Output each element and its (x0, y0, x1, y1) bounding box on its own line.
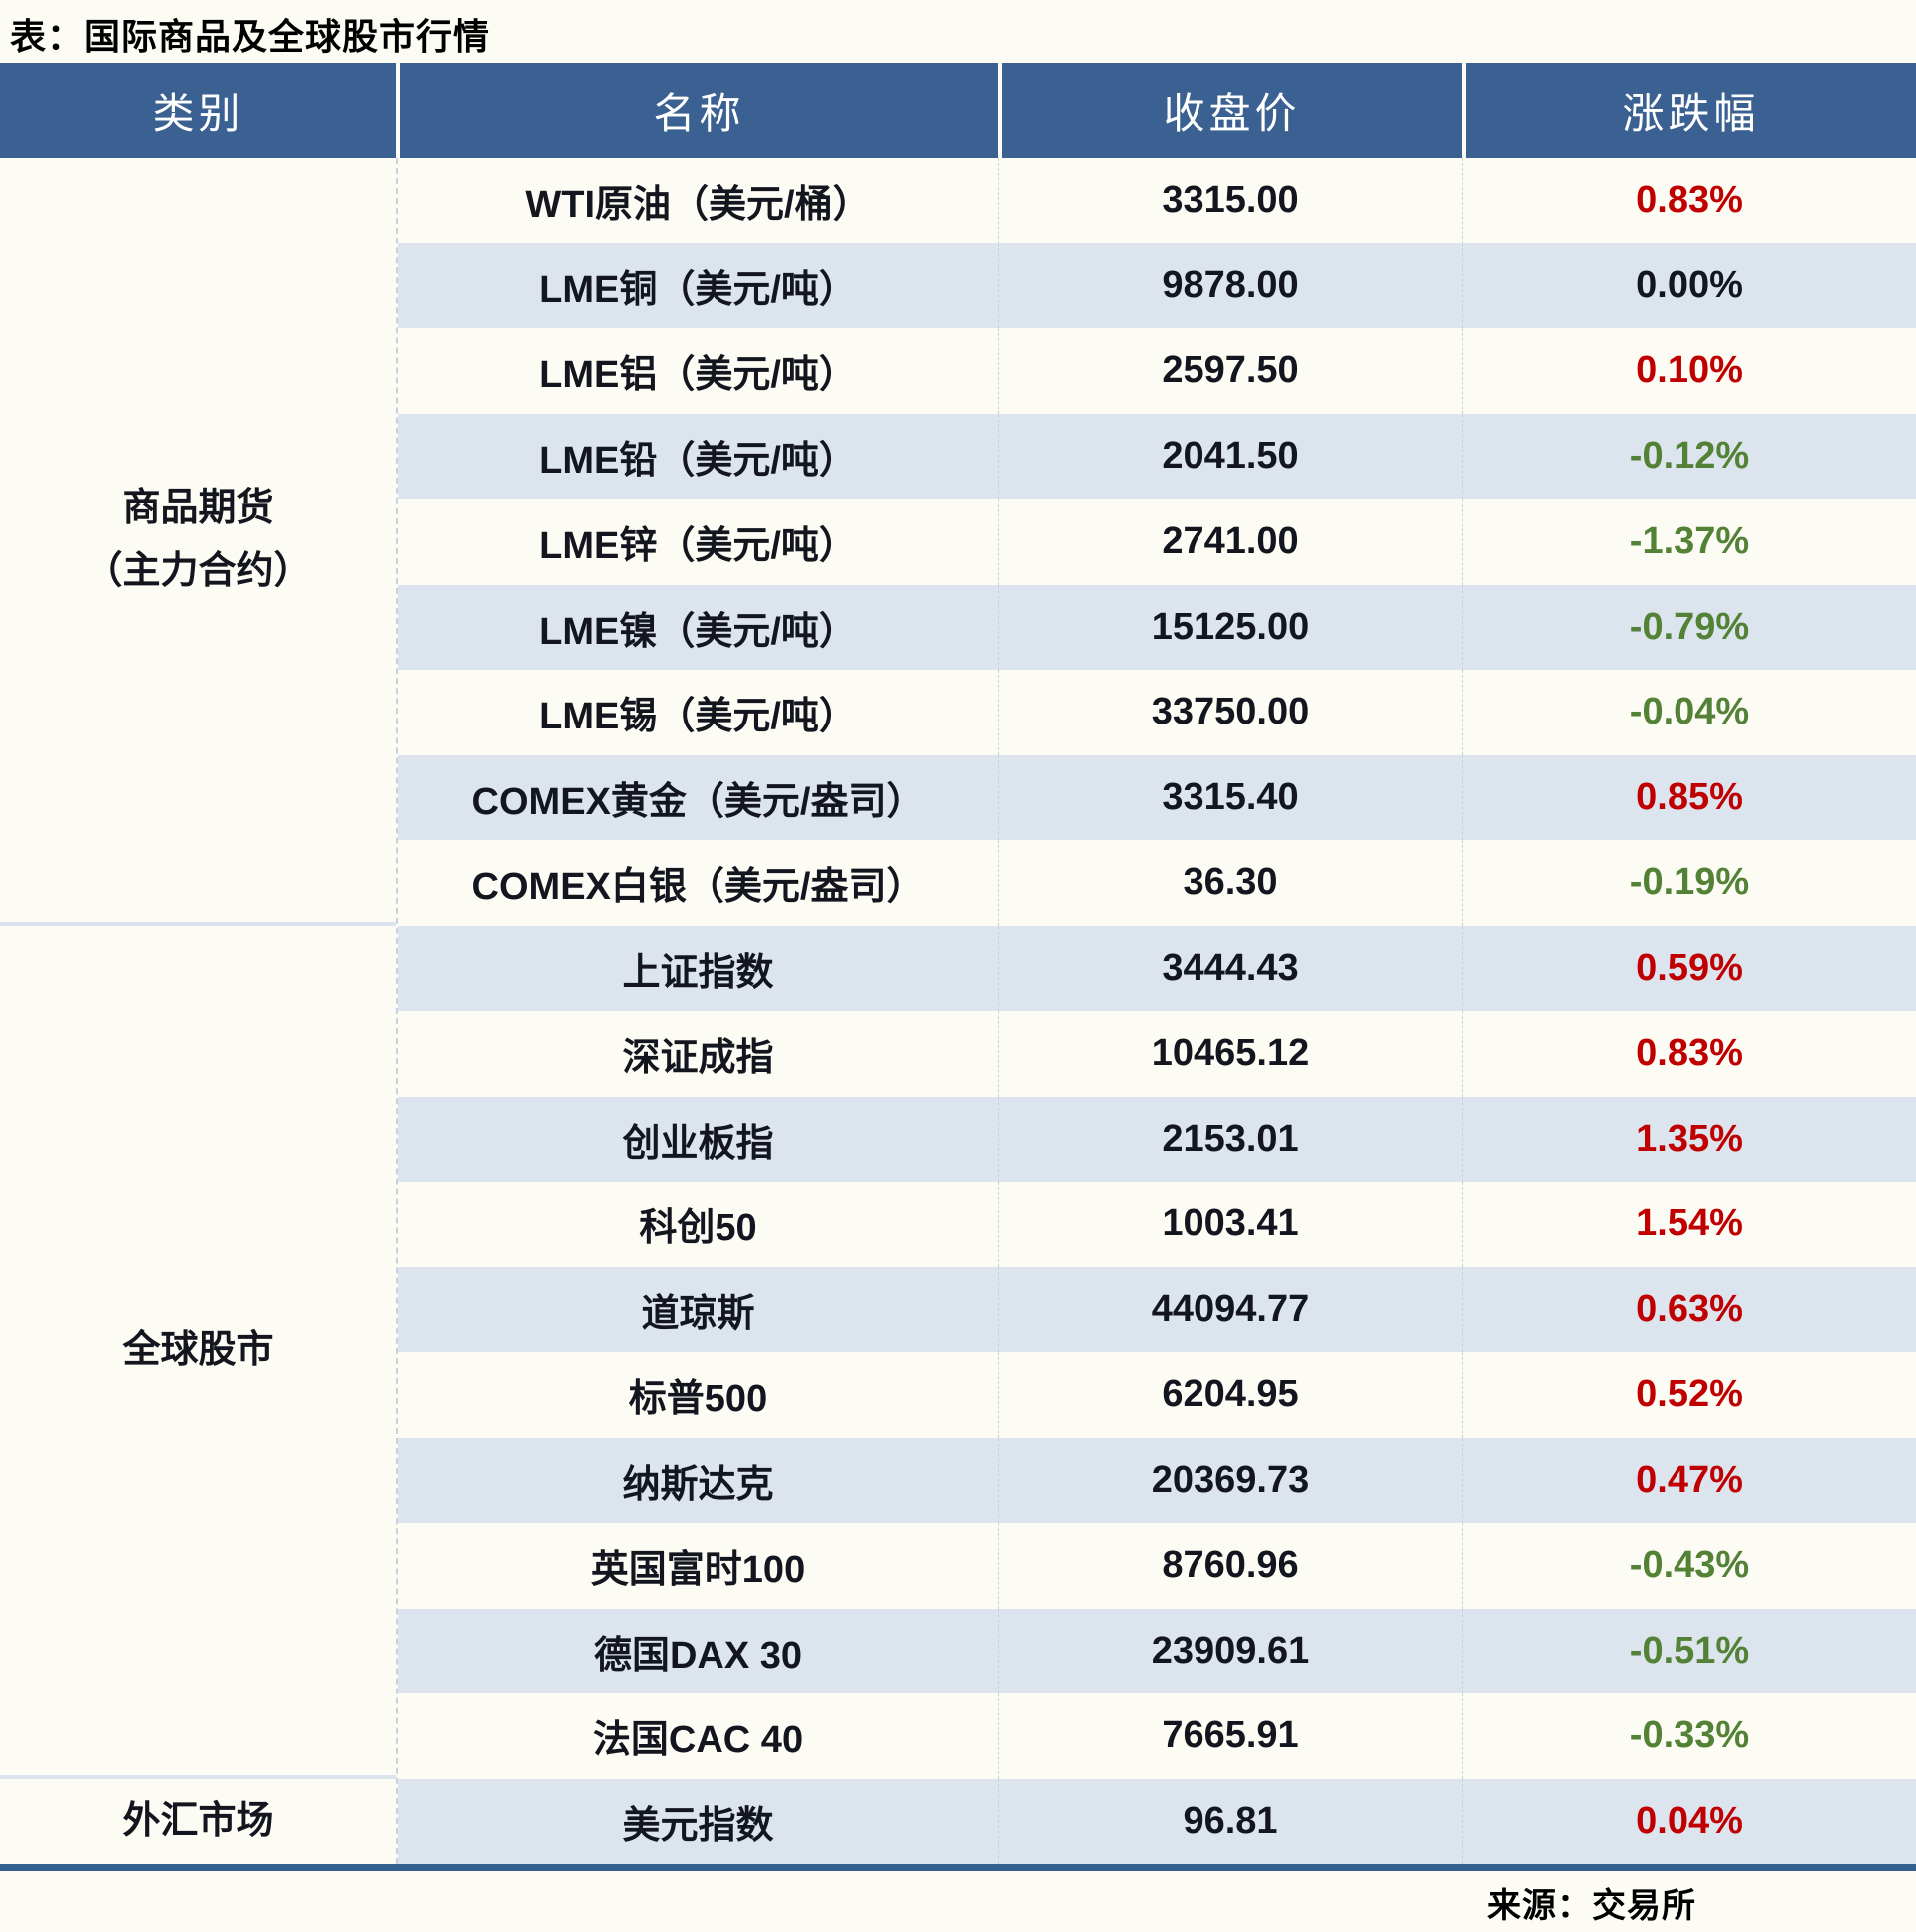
close-price-cell: 3444.43 (998, 925, 1462, 1011)
instrument-name-cell: 上证指数 (622, 951, 774, 994)
category-column: 商品期货 （主力合约） 全球股市外汇市场 (0, 158, 396, 1864)
change-percent-cell: 1.54% (1462, 1182, 1916, 1267)
header-cell-close: 收盘价 (998, 63, 1462, 158)
close-price-cell: 3315.00 (998, 158, 1462, 243)
close-price-cell: 8760.96 (998, 1523, 1462, 1609)
change-percent-cell: 0.52% (1462, 1352, 1916, 1438)
change-percent-cell: -0.33% (1462, 1693, 1916, 1779)
instrument-name-cell: 法国CAC 40 (592, 1719, 804, 1762)
instrument-name-cell: 标普500 (628, 1378, 768, 1421)
instrument-name-cell: LME锡（美元/吨） (539, 696, 857, 738)
page-title: 表：国际商品及全球股市行情 (10, 16, 491, 57)
table-row: COMEX白银（美元/盎司） 36.30 -0.19% (398, 840, 1916, 926)
market-table: 类别 名称 收盘价 涨跌幅 商品期货 （主力合约） 全球股市外汇市场 WTI原油（美… (0, 63, 1916, 1871)
table-row: 纳斯达克 20369.73 0.47% (398, 1437, 1916, 1523)
source-note: 来源：交易所 (1487, 1887, 1696, 1925)
table-row: COMEX黄金（美元/盎司） 3315.40 0.85% (398, 754, 1916, 840)
instrument-name-cell: LME镍（美元/吨） (539, 610, 857, 653)
change-percent-cell: -0.19% (1462, 840, 1916, 926)
close-price-cell: 33750.00 (998, 670, 1462, 755)
category-cell: 全球股市 (0, 921, 396, 1775)
close-price-cell: 9878.00 (998, 242, 1462, 328)
table-row: 德国DAX 30 23909.61 -0.51% (398, 1608, 1916, 1693)
category-cell: 外汇市场 (0, 1774, 396, 1864)
change-percent-cell: -0.12% (1462, 413, 1916, 499)
table-body: 商品期货 （主力合约） 全球股市 外汇市场 WTI原油（美元/桶） 3315.00 0.8… (0, 158, 1916, 1864)
instrument-name-cell: 深证成指 (622, 1037, 774, 1080)
close-price-cell: 15125.00 (998, 584, 1462, 670)
close-price-cell: 44094.77 (998, 1266, 1462, 1352)
table-row: LME铝（美元/吨） 2597.50 0.10% (398, 328, 1916, 414)
close-price-cell: 1003.41 (998, 1182, 1462, 1267)
change-percent-cell: 0.85% (1462, 754, 1916, 840)
header-cell-change: 涨跌幅 (1462, 63, 1916, 158)
instrument-name-cell: 英国富时100 (590, 1549, 806, 1592)
table-row: WTI原油（美元/桶） 3315.00 0.83% (398, 158, 1916, 243)
change-percent-cell: 0.63% (1462, 1266, 1916, 1352)
change-percent-cell: 0.83% (1462, 158, 1916, 243)
change-percent-cell: 0.47% (1462, 1437, 1916, 1523)
close-price-cell: 20369.73 (998, 1437, 1462, 1523)
close-price-cell: 2741.00 (998, 499, 1462, 585)
instrument-name-cell: 美元指数 (622, 1804, 774, 1847)
instrument-name-cell: 道琼斯 (641, 1292, 755, 1335)
instrument-name-cell: LME铅（美元/吨） (539, 439, 857, 482)
category-cell: 商品期货 （主力合约） (0, 158, 396, 922)
table-row: 英国富时100 8760.96 -0.43% (398, 1523, 1916, 1609)
change-percent-cell: 0.10% (1462, 328, 1916, 414)
table-row: 美元指数 96.81 0.04% (398, 1778, 1916, 1864)
category-label: 商品期货 (122, 487, 274, 530)
table-row: 创业板指 2153.01 1.35% (398, 1096, 1916, 1182)
change-percent-cell: 1.35% (1462, 1096, 1916, 1182)
table-row: LME锌（美元/吨） 2741.00 -1.37% (398, 499, 1916, 585)
table-header: 类别 名称 收盘价 涨跌幅 (0, 63, 1916, 158)
instrument-name-cell: 纳斯达克 (622, 1463, 774, 1506)
table-bottom-border (0, 1864, 1916, 1871)
instrument-name-cell: LME铜（美元/吨） (539, 268, 857, 311)
header-cell-category: 类别 (0, 63, 396, 158)
instrument-name-cell: 科创50 (639, 1208, 757, 1250)
change-percent-cell: -0.79% (1462, 584, 1916, 670)
close-price-cell: 23909.61 (998, 1608, 1462, 1693)
table-row: 上证指数 3444.43 0.59% (398, 925, 1916, 1011)
instrument-name-cell: COMEX黄金（美元/盎司） (471, 780, 925, 823)
close-price-cell: 36.30 (998, 840, 1462, 926)
change-percent-cell: -0.04% (1462, 670, 1916, 755)
instrument-name-cell: COMEX白银（美元/盎司） (471, 866, 925, 909)
close-price-cell: 2153.01 (998, 1096, 1462, 1182)
close-price-cell: 2597.50 (998, 328, 1462, 414)
category-label: 外汇市场 (122, 1800, 274, 1843)
instrument-name-cell: LME铝（美元/吨） (539, 354, 857, 397)
table-row: LME铅（美元/吨） 2041.50 -0.12% (398, 413, 1916, 499)
close-price-cell: 10465.12 (998, 1011, 1462, 1097)
change-percent-cell: -0.43% (1462, 1523, 1916, 1609)
header-cell-name: 名称 (396, 63, 998, 158)
close-price-cell: 6204.95 (998, 1352, 1462, 1438)
close-price-cell: 96.81 (998, 1778, 1462, 1864)
table-row: 科创50 1003.41 1.54% (398, 1182, 1916, 1267)
table-row: 深证成指 10465.12 0.83% (398, 1011, 1916, 1097)
category-label: 全球股市 (122, 1329, 274, 1372)
table-row: LME铜（美元/吨） 9878.00 0.00% (398, 242, 1916, 328)
close-price-cell: 7665.91 (998, 1693, 1462, 1779)
change-percent-cell: -1.37% (1462, 499, 1916, 585)
table-row: LME锡（美元/吨） 33750.00 -0.04% (398, 670, 1916, 755)
change-percent-cell: -0.51% (1462, 1608, 1916, 1693)
table-row: 道琼斯 44094.77 0.63% (398, 1266, 1916, 1352)
table-row: 标普500 6204.95 0.52% (398, 1352, 1916, 1438)
data-rows-column: WTI原油（美元/桶） 3315.00 0.83% LME铜（美元/吨） 9878.00… (396, 158, 1916, 1864)
table-row: 法国CAC 40 7665.91 -0.33% (398, 1693, 1916, 1779)
instrument-name-cell: 创业板指 (622, 1122, 774, 1165)
instrument-name-cell: LME锌（美元/吨） (539, 525, 857, 568)
close-price-cell: 3315.40 (998, 754, 1462, 840)
table-row: LME镍（美元/吨） 15125.00 -0.79% (398, 584, 1916, 670)
change-percent-cell: 0.59% (1462, 925, 1916, 1011)
change-percent-cell: 0.04% (1462, 1778, 1916, 1864)
category-label: （主力合约） (84, 549, 312, 592)
instrument-name-cell: WTI原油（美元/桶） (525, 184, 871, 227)
change-percent-cell: 0.83% (1462, 1011, 1916, 1097)
change-percent-cell: 0.00% (1462, 242, 1916, 328)
close-price-cell: 2041.50 (998, 413, 1462, 499)
instrument-name-cell: 德国DAX 30 (593, 1634, 803, 1677)
